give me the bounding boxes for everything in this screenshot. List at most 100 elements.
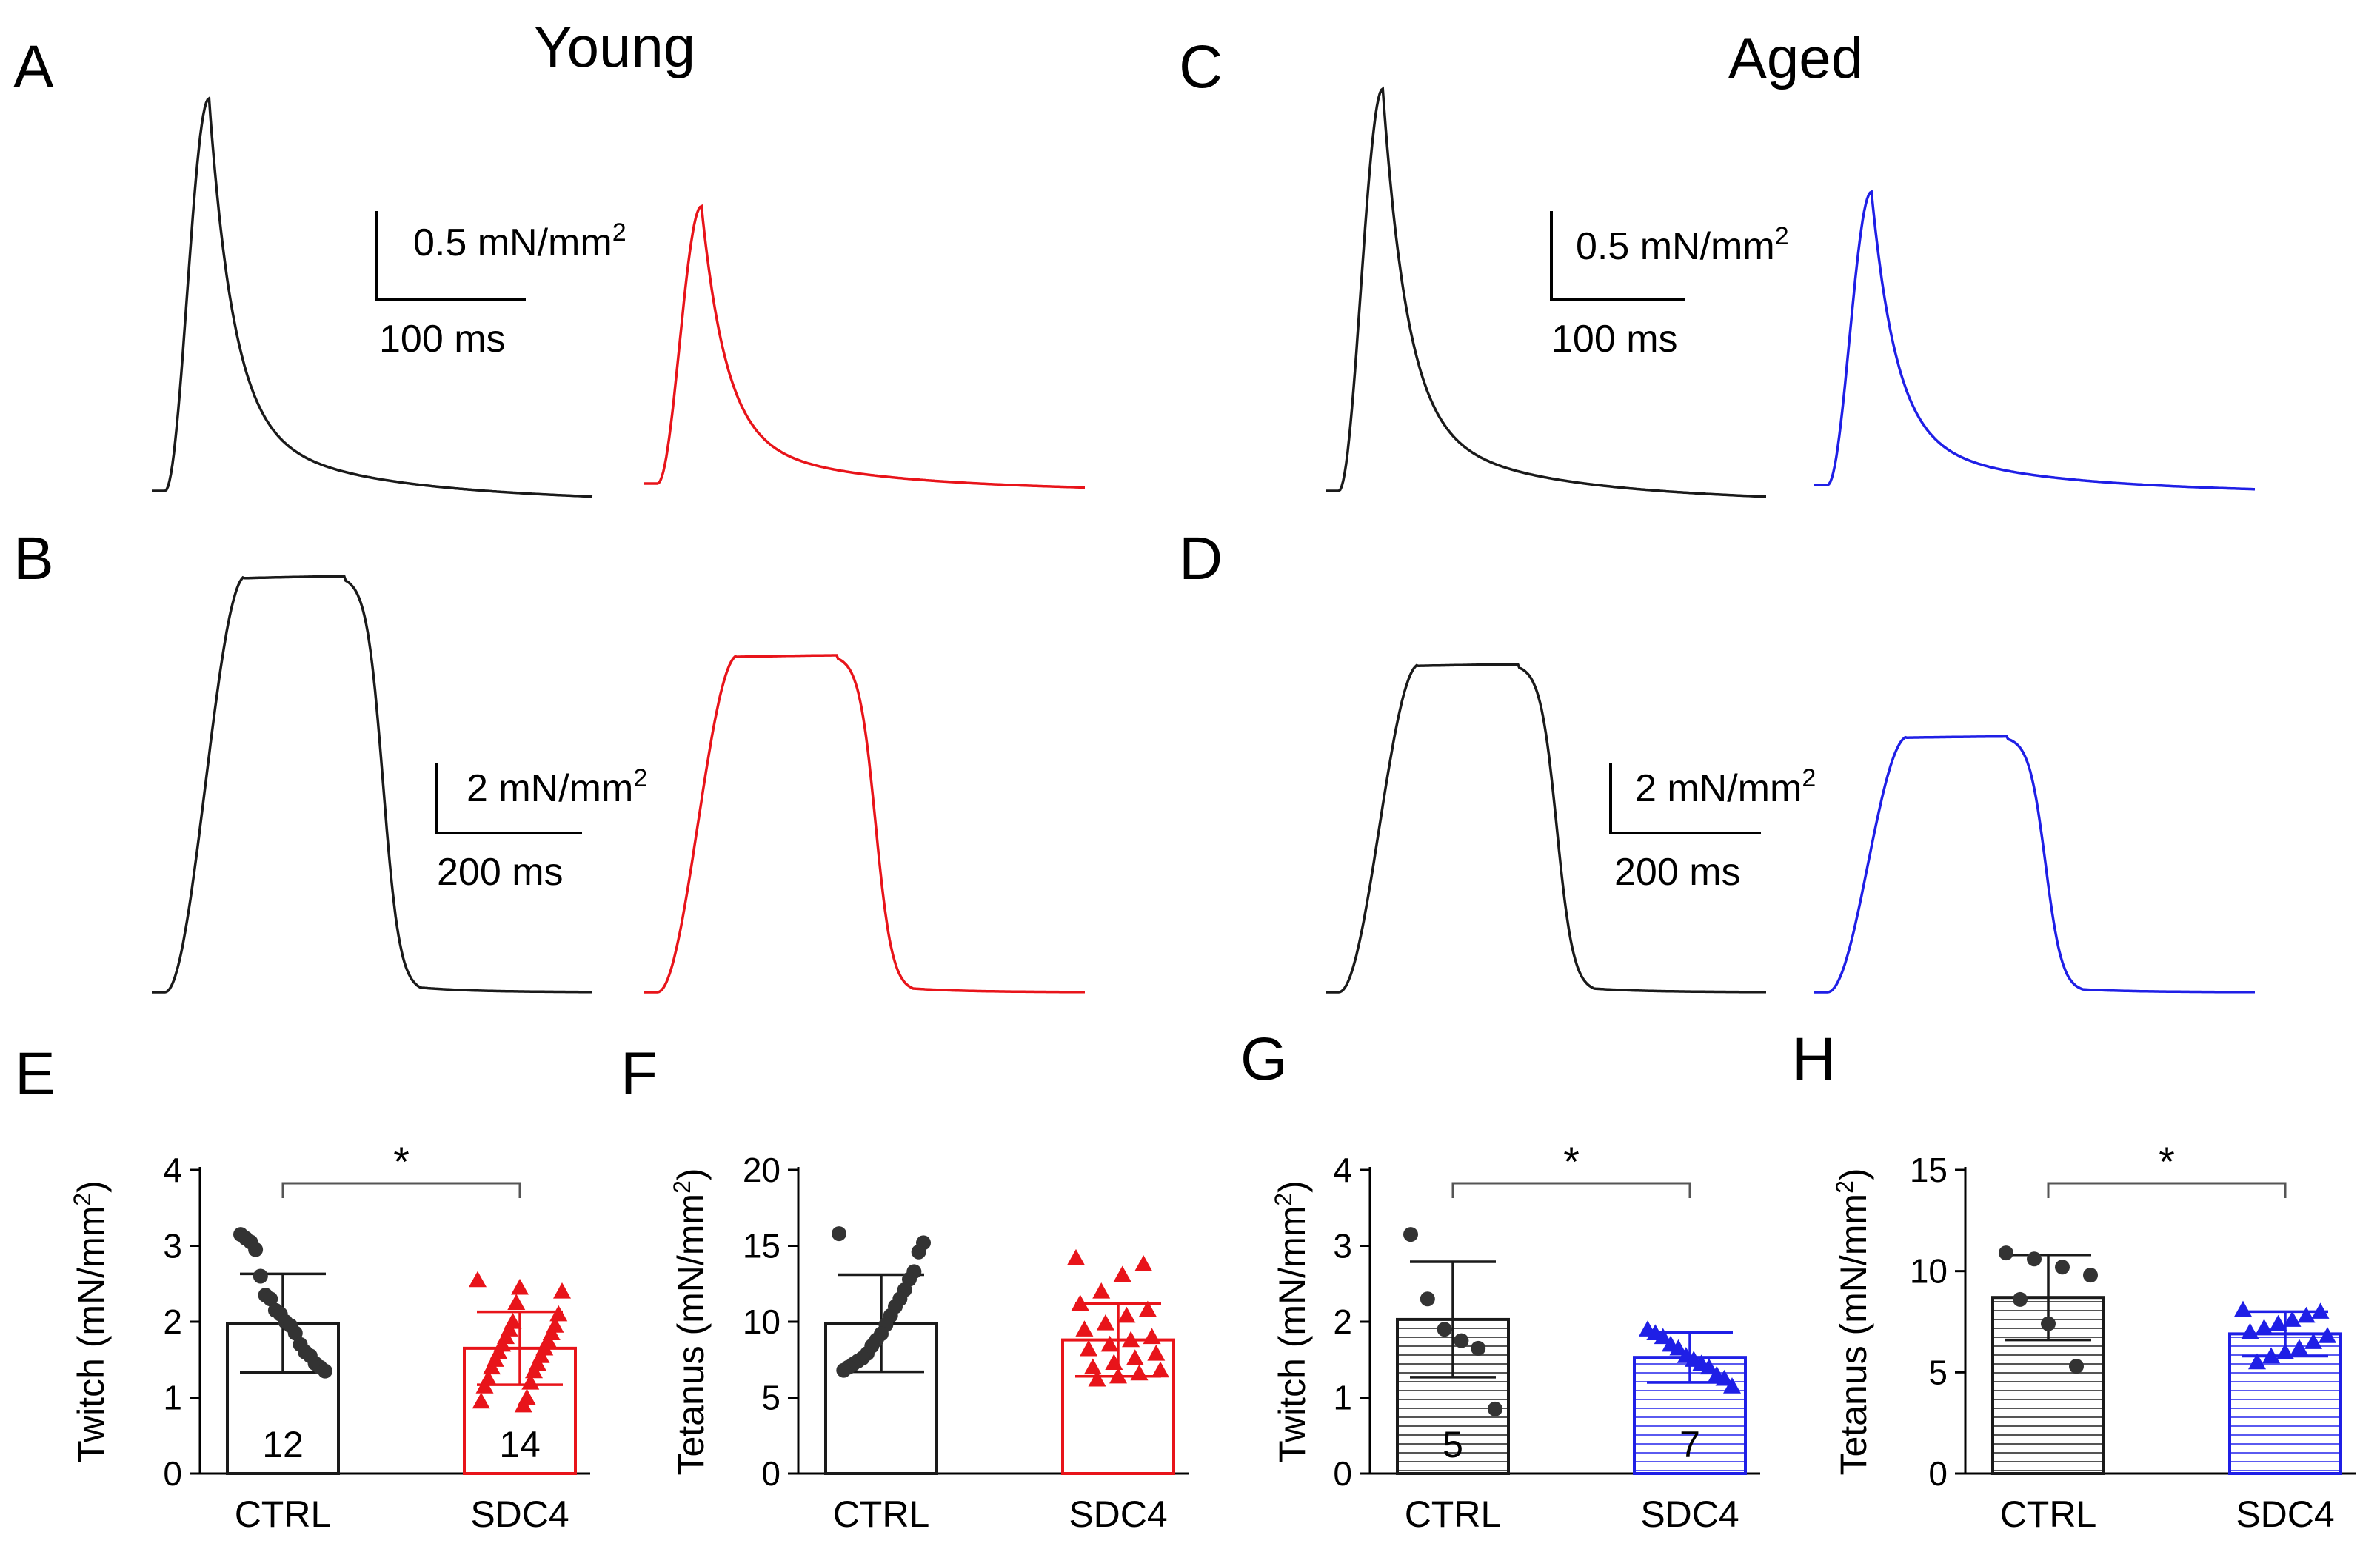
trace-b-sdc4: [644, 654, 1085, 994]
data-point-h-sdc4: [2255, 1319, 2273, 1335]
scale-bar-b-time: 200 ms: [437, 851, 564, 894]
y-tick-label-f-3: 15: [743, 1227, 780, 1265]
significance-bracket-e: [281, 1182, 521, 1198]
data-point-e-ctrl: [253, 1268, 268, 1284]
data-point-f-sdc4: [1083, 1358, 1102, 1375]
significance-bracket-g: [1451, 1182, 1691, 1198]
y-tick-label-f-0: 0: [761, 1454, 780, 1493]
n-label-g-ctrl: 5: [1443, 1424, 1463, 1465]
trace-d-ctrl: [1326, 663, 1766, 994]
data-point-f-sdc4: [1143, 1328, 1161, 1345]
y-axis-title-g: Twitch (mN/mm2): [1270, 1180, 1313, 1463]
trace-a-ctrl: [152, 96, 593, 498]
y-axis-title-e: Twitch (mN/mm2): [69, 1180, 112, 1463]
data-point-e-sdc4: [514, 1396, 532, 1413]
data-point-g-ctrl: [1454, 1333, 1469, 1348]
scale-bar-d: 2 mN/mm2 200 ms: [1609, 763, 1816, 894]
data-point-e-ctrl: [263, 1291, 278, 1307]
data-point-f-sdc4: [1151, 1361, 1169, 1378]
y-tick-label-g-1: 1: [1333, 1379, 1352, 1417]
panel-letter-b: B: [13, 525, 54, 592]
panel-letter-d: D: [1179, 525, 1223, 592]
scale-bar-d-force: 2 mN/mm2: [1635, 764, 1816, 810]
n-label-g-sdc4: 7: [1679, 1424, 1700, 1465]
y-tick-label-f-2: 10: [743, 1302, 780, 1341]
group-title-aged: Aged: [1728, 25, 1863, 90]
y-tick-label-h-3: 15: [1910, 1151, 1948, 1189]
data-point-f-sdc4: [1117, 1306, 1136, 1323]
y-tick-label-e-4: 4: [163, 1151, 182, 1189]
panel-letter-c: C: [1179, 33, 1223, 101]
y-axis-title-h: Tetanus (mN/mm2): [1831, 1168, 1874, 1475]
data-point-h-ctrl: [2013, 1291, 2028, 1307]
data-point-h-sdc4: [2269, 1314, 2287, 1331]
data-point-h-ctrl: [2055, 1260, 2070, 1275]
data-point-f-ctrl: [911, 1244, 926, 1260]
force-traces: [152, 86, 2255, 994]
scale-bar-c: 0.5 mN/mm2 100 ms: [1550, 211, 1789, 361]
trace-c-sdc4: [1814, 190, 2255, 491]
data-point-g-sdc4: [1723, 1377, 1741, 1394]
data-point-f-sdc4: [1105, 1354, 1123, 1370]
significance-bracket-h: [2047, 1182, 2287, 1198]
data-point-g-ctrl: [1420, 1291, 1435, 1307]
y-tick-label-h-0: 0: [1928, 1454, 1948, 1493]
bar-chart-h: 0 5 10 15 Tetanus (mN/mm2) CTRL SDC4 *: [1831, 1138, 2356, 1535]
data-point-e-sdc4: [525, 1362, 543, 1379]
bar-chart-f: 0 5 10 15 20 Tetanus (mN/mm2) CTRL SDC4: [669, 1151, 1189, 1535]
data-point-f-sdc4: [1080, 1339, 1098, 1357]
data-point-g-sdc4: [1715, 1369, 1734, 1386]
n-label-e-sdc4: 14: [499, 1424, 541, 1465]
data-point-h-sdc4: [2234, 1300, 2252, 1317]
data-point-e-sdc4: [549, 1305, 568, 1322]
scale-bar-a-time: 100 ms: [379, 318, 506, 361]
scale-bar-c-force: 0.5 mN/mm2: [1576, 222, 1789, 268]
n-label-e-ctrl: 12: [262, 1424, 304, 1465]
y-tick-label-g-4: 4: [1333, 1151, 1352, 1189]
scale-bar-b-force: 2 mN/mm2: [467, 764, 647, 810]
data-point-f-sdc4: [1100, 1335, 1119, 1352]
panel-letter-h: H: [1792, 1026, 1836, 1093]
scale-bar-d-time: 200 ms: [1614, 851, 1741, 894]
category-label-g-sdc4: SDC4: [1640, 1494, 1739, 1535]
data-point-h-sdc4: [2297, 1306, 2316, 1323]
data-point-f-ctrl: [832, 1226, 846, 1242]
data-point-e-sdc4: [521, 1374, 540, 1390]
group-title-young: Young: [534, 14, 695, 79]
data-point-h-sdc4: [2304, 1333, 2322, 1349]
scale-bar-c-time: 100 ms: [1551, 318, 1678, 361]
y-tick-label-f-4: 20: [743, 1151, 780, 1189]
data-point-h-ctrl: [2027, 1251, 2042, 1267]
data-point-f-sdc4: [1067, 1248, 1085, 1265]
data-point-e-sdc4: [469, 1271, 487, 1288]
y-axis-title-f: Tetanus (mN/mm2): [669, 1168, 712, 1475]
data-point-f-sdc4: [1113, 1265, 1131, 1282]
data-point-f-sdc4: [1138, 1300, 1157, 1317]
data-point-h-ctrl: [2041, 1316, 2056, 1331]
data-point-f-sdc4: [1071, 1294, 1089, 1311]
data-point-e-ctrl: [287, 1325, 303, 1341]
category-label-g-ctrl: CTRL: [1405, 1494, 1502, 1535]
data-point-g-sdc4: [1654, 1328, 1672, 1345]
significance-star-g: *: [1563, 1138, 1580, 1185]
data-point-g-sdc4: [1699, 1358, 1718, 1375]
data-point-f-sdc4: [1126, 1349, 1144, 1365]
trace-b-ctrl: [152, 575, 592, 994]
significance-star-e: *: [393, 1138, 410, 1185]
data-point-e-sdc4: [483, 1358, 501, 1375]
y-tick-label-g-2: 2: [1333, 1302, 1352, 1341]
bar-chart-g: 0 1 2 3 4 Twitch (mN/mm2) 5 CTRL 7 SDC4 *: [1270, 1138, 1760, 1535]
data-point-h-sdc4: [2262, 1347, 2280, 1364]
category-label-f-ctrl: CTRL: [833, 1494, 930, 1535]
scale-bar-b: 2 mN/mm2 200 ms: [435, 763, 647, 894]
data-point-h-sdc4: [2290, 1339, 2308, 1356]
data-point-f-sdc4: [1122, 1331, 1140, 1348]
data-point-e-sdc4: [475, 1377, 494, 1394]
data-point-e-sdc4: [507, 1294, 526, 1310]
data-point-h-ctrl: [2083, 1268, 2098, 1283]
data-point-e-sdc4: [472, 1392, 490, 1409]
data-point-g-sdc4: [1669, 1339, 1688, 1356]
